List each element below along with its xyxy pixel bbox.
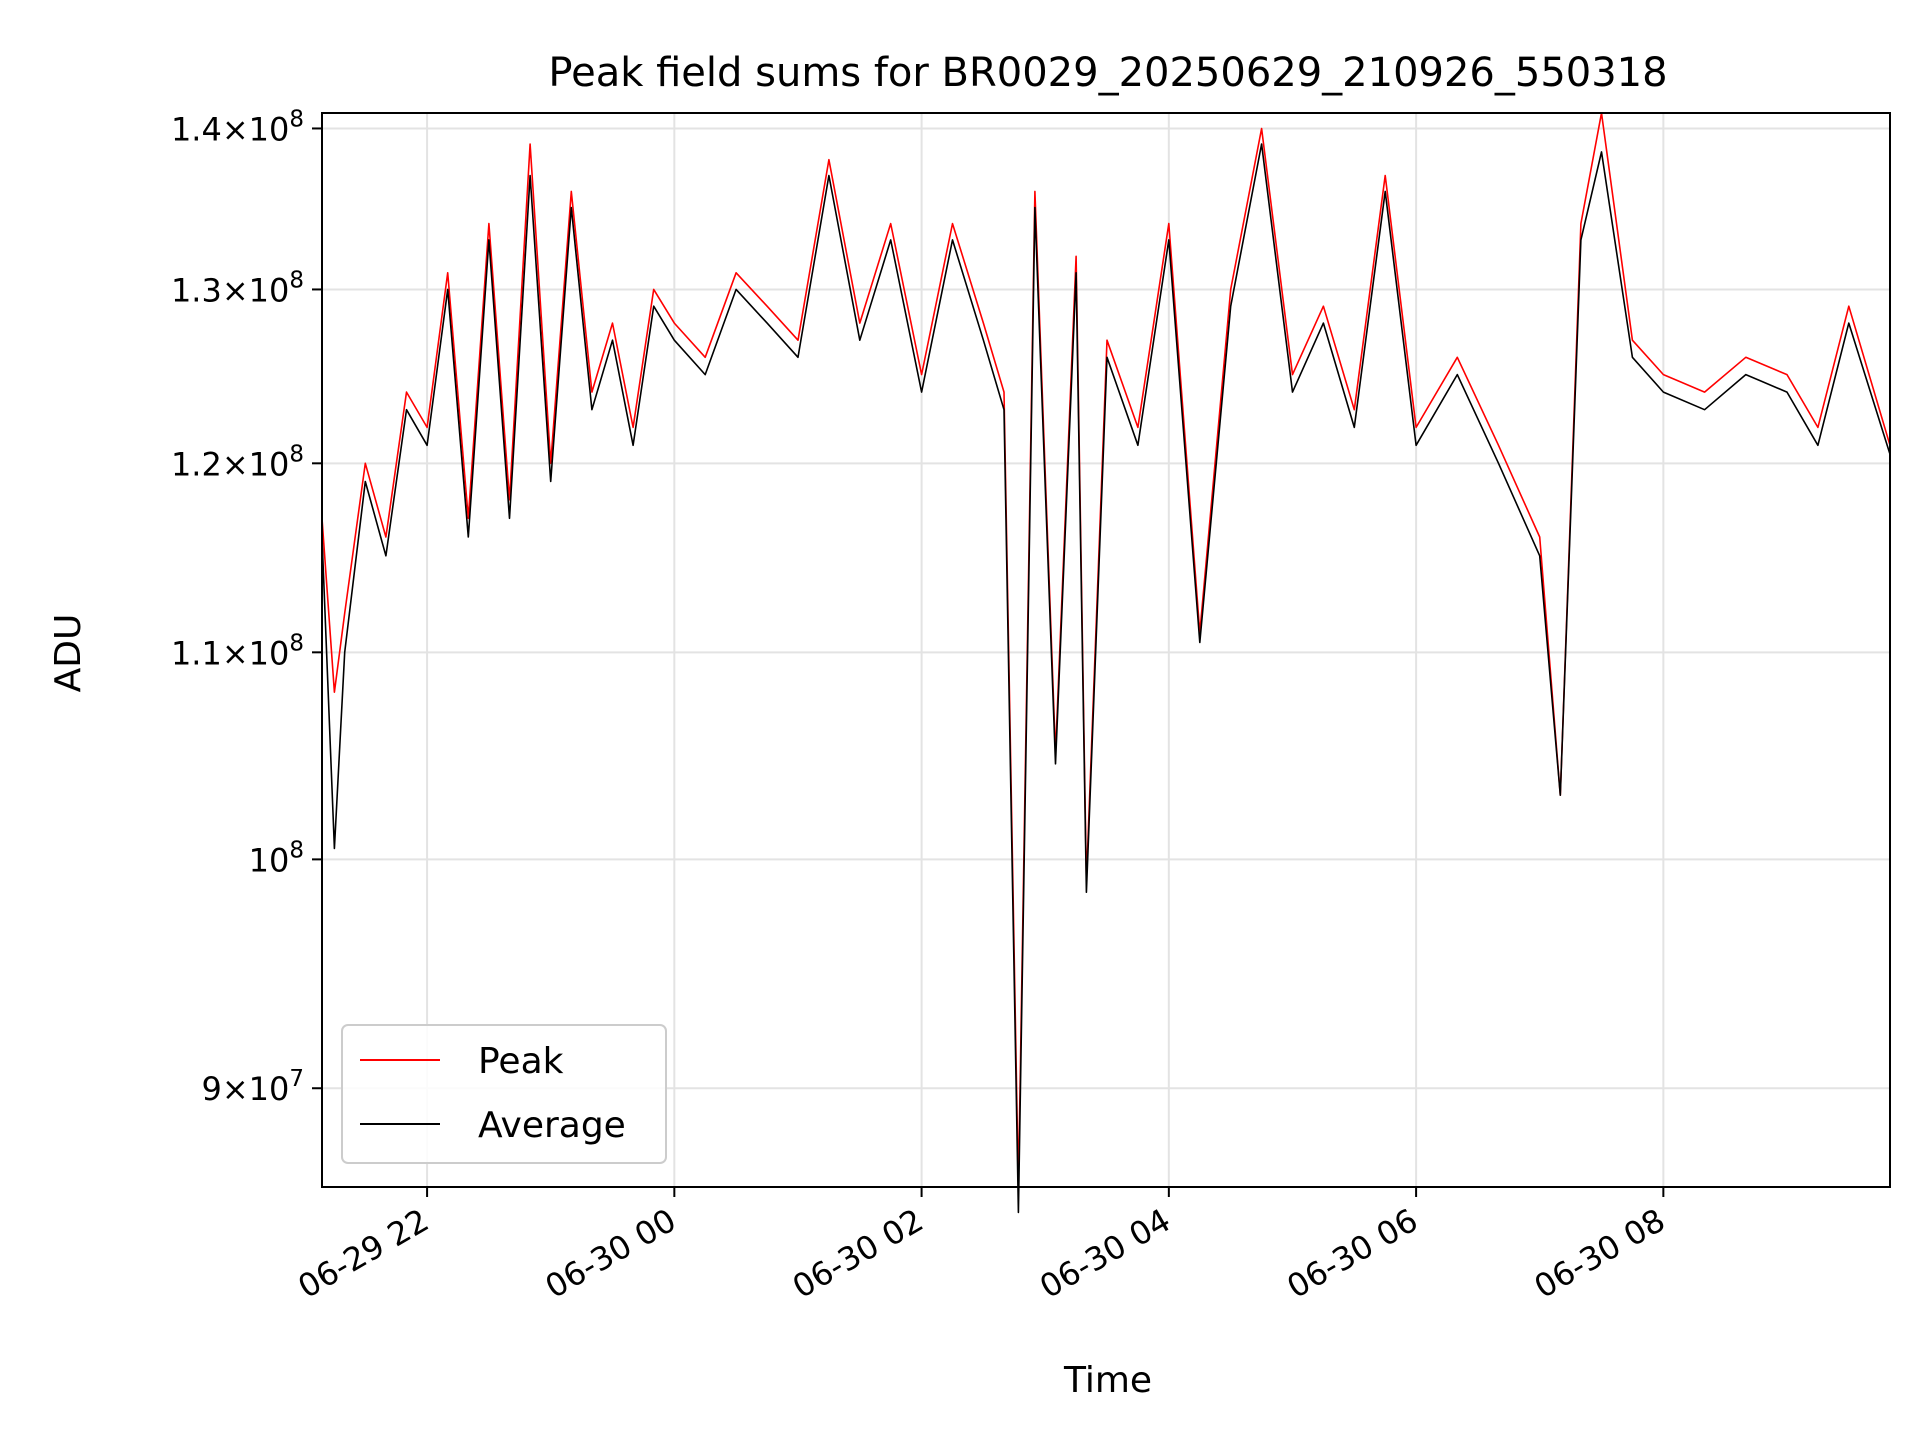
y-tick-mantissa: 10	[249, 841, 290, 879]
y-tick-exponent: 8	[289, 441, 304, 467]
gridlines	[322, 113, 1890, 1187]
y-tick-exponent: 8	[289, 106, 304, 132]
y-tick-exponent: 8	[289, 630, 304, 656]
y-axis-label: ADU	[48, 614, 89, 693]
legend-label-average: Average	[478, 1105, 626, 1146]
series-line-average	[321, 143, 1891, 1214]
y-tick-exponent: 8	[289, 837, 304, 863]
y-tick-exponent: 7	[289, 1066, 304, 1092]
legend-label-peak: Peak	[478, 1041, 564, 1082]
y-tick-label: 9×107	[201, 1066, 304, 1108]
x-axis-label: Time	[1063, 1360, 1152, 1401]
y-tick-mantissa: 1.4×10	[171, 110, 289, 148]
legend: Peak Average	[341, 1024, 667, 1164]
y-tick-exponent: 8	[289, 267, 304, 293]
y-tick-label: 1.4×108	[171, 106, 304, 148]
y-tick-mantissa: 1.2×10	[171, 445, 289, 483]
y-tick-mantissa: 9×10	[201, 1070, 289, 1108]
plot-frame	[321, 112, 1891, 1188]
y-tick-label: 1.1×108	[171, 630, 304, 672]
chart-title: Peak field sums for BR0029_20250629_2109…	[548, 50, 1667, 96]
y-tick-label: 1.3×108	[171, 267, 304, 309]
y-tick-label: 1.2×108	[171, 441, 304, 483]
y-tick-mantissa: 1.1×10	[171, 634, 289, 672]
y-tick-mantissa: 1.3×10	[171, 271, 289, 309]
series-lines	[321, 112, 1891, 1214]
y-tick-label: 108	[249, 837, 304, 879]
